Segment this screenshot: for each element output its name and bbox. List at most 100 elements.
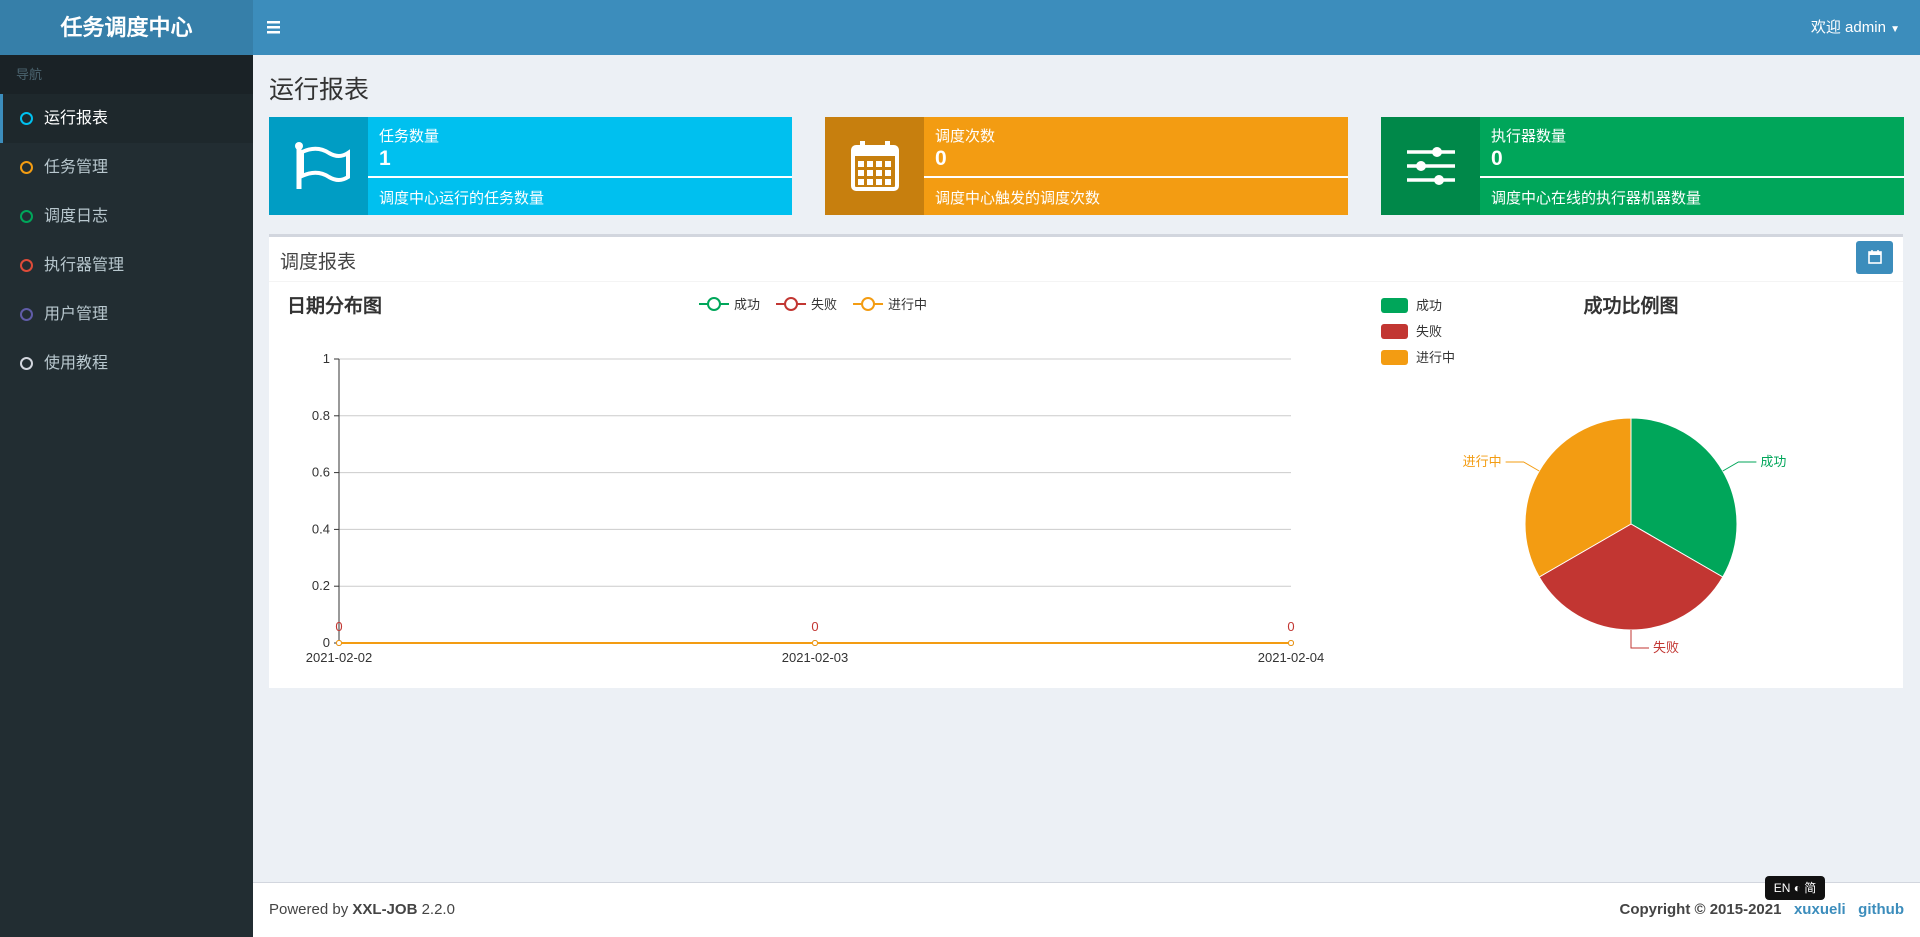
menu-label[interactable]: 使用教程 [44, 355, 109, 372]
y-tick-label: 0.6 [312, 465, 330, 480]
menu-item[interactable]: 调度日志 [0, 192, 253, 241]
copyright-block: Copyright © 2015-2021 xuxueli github [1620, 883, 1905, 937]
slice-label: 失败 [1653, 640, 1679, 655]
menu-label[interactable]: 调度日志 [44, 208, 109, 225]
y-tick-label: 0.4 [312, 521, 330, 536]
menu-label[interactable]: 任务管理 [44, 159, 109, 176]
github-link[interactable]: github [1858, 901, 1904, 918]
legend-swatch [1381, 298, 1408, 313]
legend-icon [707, 297, 721, 311]
info-box-description: 调度中心运行的任务数量 [379, 190, 545, 207]
menu-label[interactable]: 执行器管理 [44, 257, 125, 274]
legend-label: 进行中 [1416, 350, 1455, 365]
date-filter-button[interactable] [1856, 241, 1893, 274]
info-box-label: 调度次数 [935, 128, 996, 145]
page-title: 运行报表 [269, 76, 370, 104]
info-box-label: 执行器数量 [1491, 128, 1567, 145]
panel-title: 调度报表 [280, 252, 357, 273]
user-menu[interactable]: 欢迎 admin ▼ [1810, 19, 1900, 36]
legend-swatch [1381, 350, 1408, 365]
menu-label[interactable]: 运行报表 [44, 110, 109, 127]
y-tick-label: 0.2 [312, 578, 330, 593]
data-point [336, 640, 342, 646]
panel-divider [269, 281, 1903, 282]
icon [1407, 147, 1455, 185]
info-box: 执行器数量 0 调度中心在线的执行器机器数量 [1381, 117, 1904, 215]
data-point [1288, 640, 1294, 646]
menu-item[interactable]: 用户管理 [0, 290, 253, 339]
menu-item[interactable]: 执行器管理 [0, 241, 253, 290]
info-box-value: 0 [1491, 147, 1503, 170]
label-line [1630, 630, 1649, 649]
menu-icon [20, 308, 33, 321]
x-tick-label: 2021-02-02 [306, 650, 373, 665]
lang-switch[interactable]: EN ◐ 简 [1765, 876, 1825, 900]
logo[interactable]: 任务调度中心 [0, 0, 253, 55]
info-box-value: 1 [379, 147, 391, 170]
info-box: 任务数量 1 调度中心运行的任务数量 [269, 117, 792, 215]
footer: Powered by XXL-JOB 2.2.0 Copyright © 201… [253, 882, 1920, 937]
data-label: 0 [1287, 619, 1294, 634]
slice-label: 进行中 [1463, 454, 1502, 469]
version: 2.2.0 [421, 901, 455, 918]
sidebar: 任务调度中心 导航 运行报表任务管理调度日志执行器管理用户管理使用教程 [0, 0, 253, 937]
legend-icon [861, 297, 876, 311]
menu-icon [20, 161, 33, 174]
menu-icon [20, 112, 33, 125]
label-line [1505, 461, 1540, 472]
info-box-description: 调度中心在线的执行器机器数量 [1491, 190, 1702, 207]
y-tick-label: 0 [323, 635, 330, 650]
legend-icon [784, 297, 799, 311]
legend-label: 成功 [1416, 298, 1442, 313]
chart-title: 日期分布图 [287, 294, 382, 317]
icon [295, 142, 350, 189]
menu-icon [20, 357, 33, 370]
info-box-value: 0 [935, 147, 947, 170]
data-label: 0 [335, 619, 342, 634]
menu-icon [20, 259, 33, 272]
info-box-divider [924, 176, 1348, 178]
data-label: 0 [811, 619, 818, 634]
product: XXL-JOB [352, 901, 418, 918]
menu-label[interactable]: 用户管理 [44, 306, 109, 323]
x-tick-label: 2021-02-04 [1258, 650, 1325, 665]
powered-by: Powered by XXL-JOB 2.2.0 [269, 883, 455, 937]
menu-item[interactable]: 运行报表 [0, 94, 253, 143]
info-box-icon [825, 117, 924, 215]
x-tick-label: 2021-02-03 [782, 650, 849, 665]
author-link[interactable]: xuxueli [1793, 901, 1846, 918]
report-panel: 调度报表 日期分布图 0 0.2 0.4 0.6 0.8 1 2021-02-02 2021-0… [269, 234, 1903, 688]
legend-label: 失败 [1416, 324, 1442, 339]
user-name[interactable]: 欢迎 admin [1810, 19, 1886, 36]
info-box-label: 任务数量 [379, 128, 440, 145]
legend-label: 失败 [811, 297, 837, 312]
info-box-description: 调度中心触发的调度次数 [935, 190, 1101, 207]
info-box-icon [269, 117, 368, 215]
label-line [1722, 461, 1757, 472]
legend-label: 成功 [734, 297, 760, 312]
y-tick-label: 1 [323, 351, 330, 366]
top-bar: 欢迎 admin ▼ [253, 0, 1920, 55]
slice-label: 成功 [1760, 454, 1786, 469]
menu-toggle[interactable] [267, 20, 281, 34]
chart-title: 成功比例图 [1583, 294, 1678, 317]
lang-en[interactable]: EN [1773, 881, 1791, 895]
data-point [812, 640, 818, 646]
nav-header: 导航 [0, 55, 253, 94]
lang-zh[interactable]: 简 [1804, 881, 1817, 895]
legend-swatch [1381, 324, 1408, 339]
charts: 日期分布图 0 0.2 0.4 0.6 0.8 1 2021-02-02 2021-02-03 2… [287, 294, 1786, 665]
menu-icon [20, 210, 33, 223]
y-tick-label: 0.8 [312, 408, 330, 423]
info-box-divider [368, 176, 792, 178]
menu-item[interactable]: 使用教程 [0, 339, 253, 388]
info-box: 调度次数 0 调度中心触发的调度次数 [825, 117, 1348, 215]
powered-label: Powered by [269, 901, 349, 918]
copyright: Copyright © 2015-2021 [1619, 901, 1782, 918]
legend-label: 进行中 [888, 297, 927, 312]
info-box-icon [1381, 117, 1480, 215]
icon [851, 141, 899, 191]
menu-item[interactable]: 任务管理 [0, 143, 253, 192]
info-box-divider [1480, 176, 1904, 178]
